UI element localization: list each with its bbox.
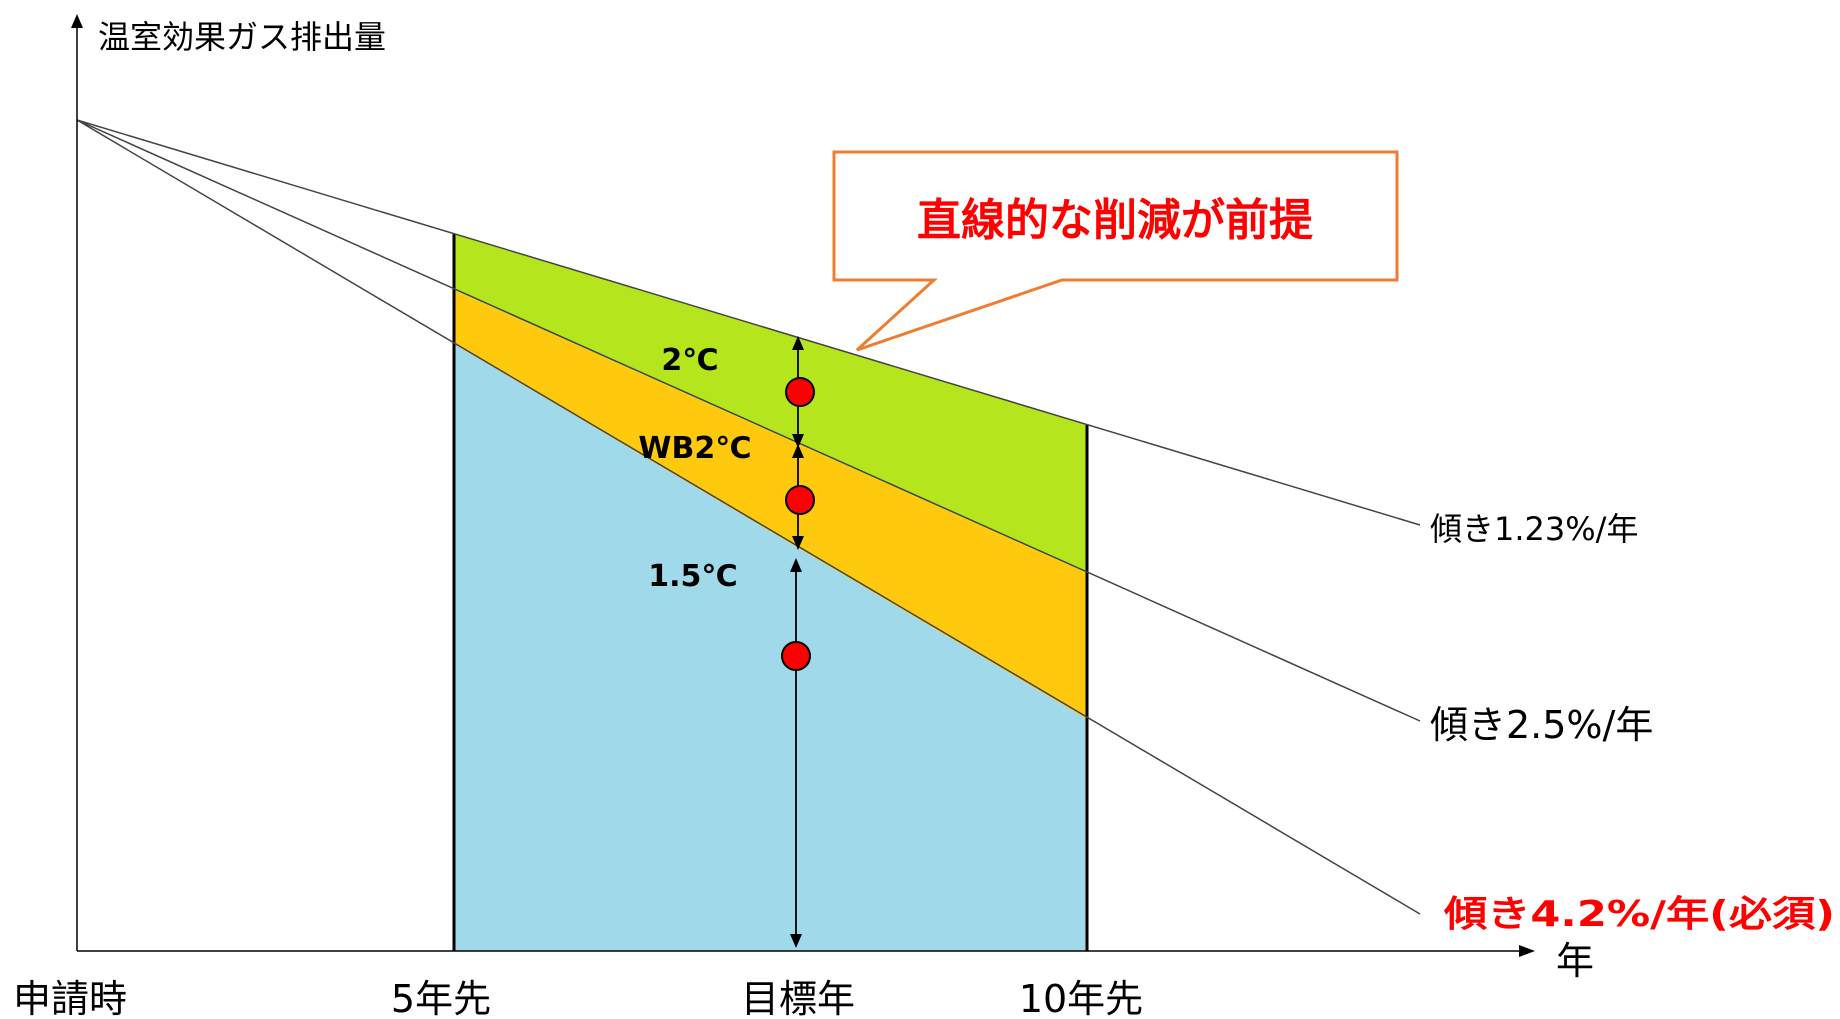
band-label-1-5c: 1.5℃ [648,559,737,594]
x-tick-target: 目標年 [741,977,855,1019]
line-slope-123 [76,119,1421,526]
band-2c [454,234,1087,573]
line-label-slope-42: 傾き4.2%/年(必須) [1443,894,1835,935]
callout-box: 直線的な削減が前提 [832,150,1399,352]
x-axis-arrow-icon [1519,945,1535,957]
line-slope-42 [76,119,1421,915]
y-axis-label: 温室効果ガス排出量 [98,18,386,56]
marker-2c [785,377,815,407]
band-1-5c [454,344,1087,951]
x-tick-10y: 10年先 [1019,977,1143,1019]
marker-wb2c [785,485,815,515]
x-tick-start: 申請時 [13,977,127,1019]
band-label-wb2c: WB2℃ [638,431,751,466]
x-axis-label: 年 [1556,939,1594,983]
line-slope-25 [76,119,1421,722]
band-label-2c: 2℃ [661,343,718,378]
x-tick-5y: 5年先 [391,977,491,1019]
band-wb2c [454,290,1087,719]
callout-text: 直線的な削減が前提 [917,195,1313,246]
line-label-slope-25: 傾き2.5%/年 [1430,703,1653,747]
marker-1-5c [781,641,811,671]
arrow-1-5c [790,558,802,948]
line-label-slope-123: 傾き1.23%/年 [1430,510,1638,548]
y-axis-arrow-icon [71,14,83,28]
